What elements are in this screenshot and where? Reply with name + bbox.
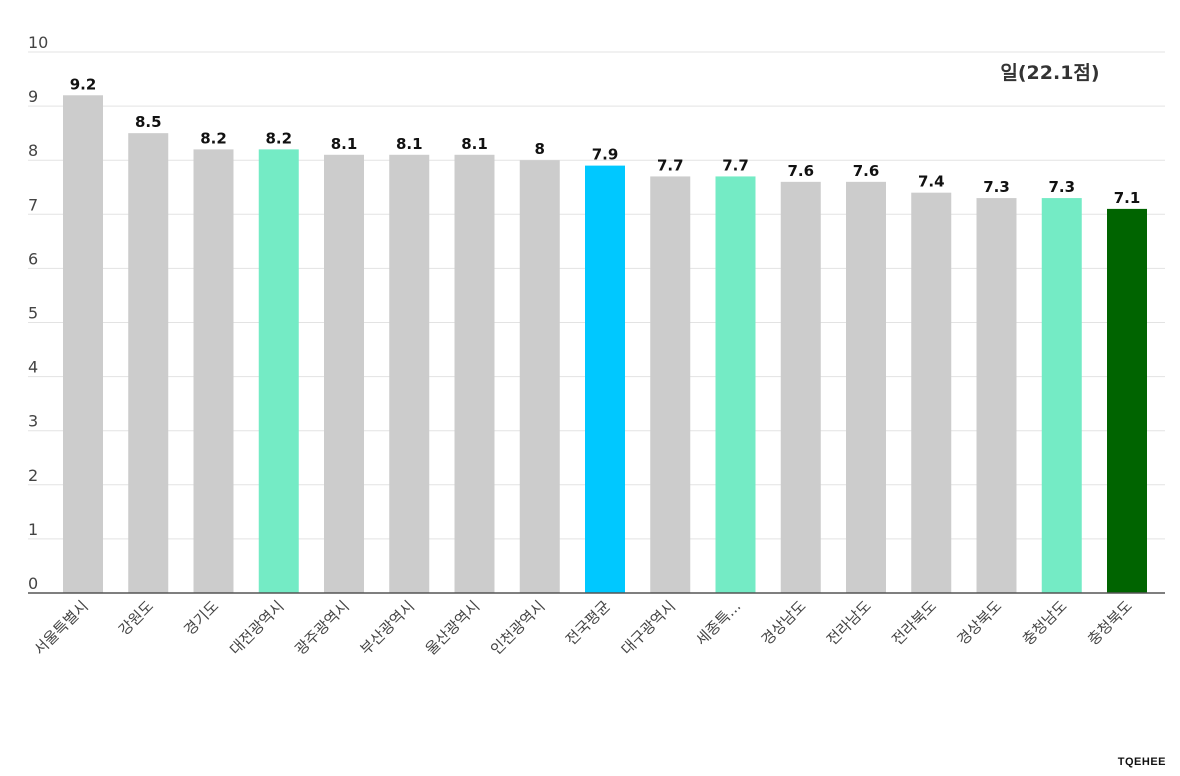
y-tick-label: 4 [28, 358, 38, 377]
y-tick-label: 7 [28, 195, 38, 214]
x-tick-label: 대전광역시 [226, 597, 288, 659]
data-label: 8.2 [200, 129, 227, 147]
x-tick-label: 충청북도 [1084, 597, 1136, 649]
bar [1107, 208, 1147, 593]
data-label: 8 [535, 140, 545, 158]
data-label: 7.7 [657, 156, 684, 174]
data-label: 7.4 [918, 173, 945, 191]
bar [780, 181, 821, 593]
y-tick-label: 9 [28, 87, 38, 106]
y-tick-label: 3 [28, 412, 38, 431]
x-tick-label: 경상남도 [758, 597, 810, 649]
x-tick-label: 경상북도 [954, 597, 1006, 649]
bar [324, 154, 364, 594]
bar [258, 149, 299, 593]
data-label: 9.2 [70, 75, 97, 93]
bar [128, 133, 169, 593]
brand-logo: TQEHEE [1117, 756, 1166, 768]
data-label: 8.2 [265, 129, 292, 147]
x-tick-label: 인천광역시 [487, 597, 549, 659]
bar [454, 154, 495, 594]
data-label: 8.1 [331, 135, 358, 153]
y-tick-label: 10 [28, 33, 48, 52]
data-label: 7.6 [787, 162, 814, 180]
bars [63, 95, 1147, 594]
x-tick-label: 광주광역시 [291, 597, 353, 659]
data-label: 8.1 [396, 135, 423, 153]
y-tick-label: 0 [28, 574, 38, 593]
x-tick-label: 서울특별시 [30, 597, 92, 659]
x-tick-label: 세종특... [692, 597, 744, 649]
bar [389, 154, 430, 594]
x-tick-label: 충청남도 [1019, 597, 1071, 649]
bar [650, 176, 691, 593]
data-label: 7.6 [853, 162, 880, 180]
data-label: 7.3 [983, 178, 1010, 196]
y-tick-label: 6 [28, 249, 38, 268]
x-tick-label: 부산광역시 [357, 597, 419, 659]
y-tick-label: 5 [28, 304, 38, 323]
y-axis-ticks: 0 1 2 3 4 5 6 7 8 9 10 [28, 33, 48, 593]
x-tick-label: 전국평균 [562, 597, 614, 649]
data-label: 7.9 [592, 146, 619, 164]
data-label: 8.1 [461, 135, 488, 153]
category-labels: 서울특별시 강원도 경기도 대전광역시 광주광역시 부산광역시 울산광역시 인천광역시 전국평균… [30, 597, 1136, 659]
bar [193, 149, 234, 593]
bar [63, 95, 103, 593]
bar [911, 192, 952, 593]
x-tick-label: 대구광역시 [618, 597, 680, 659]
data-label: 7.7 [722, 156, 749, 174]
y-tick-label: 2 [28, 466, 38, 485]
bar [1041, 198, 1082, 593]
data-label: 7.1 [1114, 189, 1141, 207]
bar [715, 176, 756, 593]
bar [846, 181, 886, 593]
data-label: 8.5 [135, 113, 162, 131]
x-tick-label: 전라남도 [823, 597, 875, 649]
x-tick-label: 전라북도 [888, 597, 940, 649]
bar [519, 160, 560, 593]
value-labels: 9.2 8.5 8.2 8.2 8.1 8.1 8.1 8 7.9 7.7 7.7 7.6 7.6 7.4… [70, 75, 1141, 207]
x-tick-label: 강원도 [115, 597, 157, 639]
y-tick-label: 8 [28, 141, 38, 160]
x-tick-label: 경기도 [180, 597, 222, 639]
y-tick-label: 1 [28, 520, 38, 539]
x-tick-label: 울산광역시 [422, 597, 484, 659]
bar [585, 165, 625, 594]
data-label: 7.3 [1048, 178, 1075, 196]
chart-annotation: 일(22.1점) [1000, 62, 1099, 84]
bar [976, 198, 1017, 593]
